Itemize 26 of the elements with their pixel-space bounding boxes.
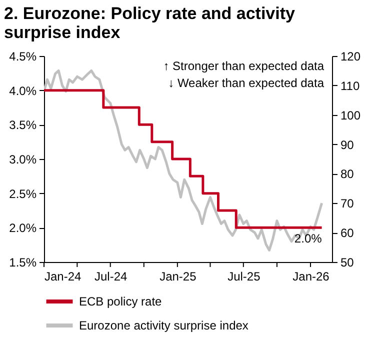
y2-tick-label: 80 <box>340 167 354 182</box>
annotation: 2.0% <box>294 232 322 246</box>
x-tick-label: Jan-26 <box>292 270 330 284</box>
y2-tick-label: 120 <box>340 50 361 64</box>
y2-tick-label: 110 <box>340 78 360 93</box>
y2-tick-label: 90 <box>340 138 354 152</box>
y-tick-label: 2.5% <box>9 186 37 201</box>
y2-tick-label: 50 <box>340 256 354 270</box>
x-tick-label: Jan-24 <box>44 270 82 284</box>
y2-tick-label: 100 <box>340 108 361 122</box>
y-tick-label: 4.0% <box>9 84 37 98</box>
y2-tick-label: 70 <box>340 196 354 211</box>
y-tick-label: 1.5% <box>9 256 37 270</box>
y-tick-label: 2.0% <box>9 221 37 236</box>
x-tick-label: Jul-25 <box>228 270 261 284</box>
annotation: ↓ Weaker than expected data <box>168 76 324 90</box>
x-tick-label: Jul-24 <box>94 270 128 284</box>
y-tick-label: 3.0% <box>9 152 37 166</box>
legend-label: ECB policy rate <box>79 294 162 308</box>
chart-title: 2. Eurozone: Policy rate and activity surprise index <box>3 3 296 42</box>
y-tick-label: 3.5% <box>9 118 37 132</box>
y-tick-label: 4.5% <box>9 50 37 64</box>
legend-label: Eurozone activity surprise index <box>79 318 248 332</box>
x-tick-label: Jan-25 <box>160 270 197 284</box>
annotation: ↑ Stronger than expected data <box>163 59 324 73</box>
y2-tick-label: 60 <box>340 226 354 240</box>
